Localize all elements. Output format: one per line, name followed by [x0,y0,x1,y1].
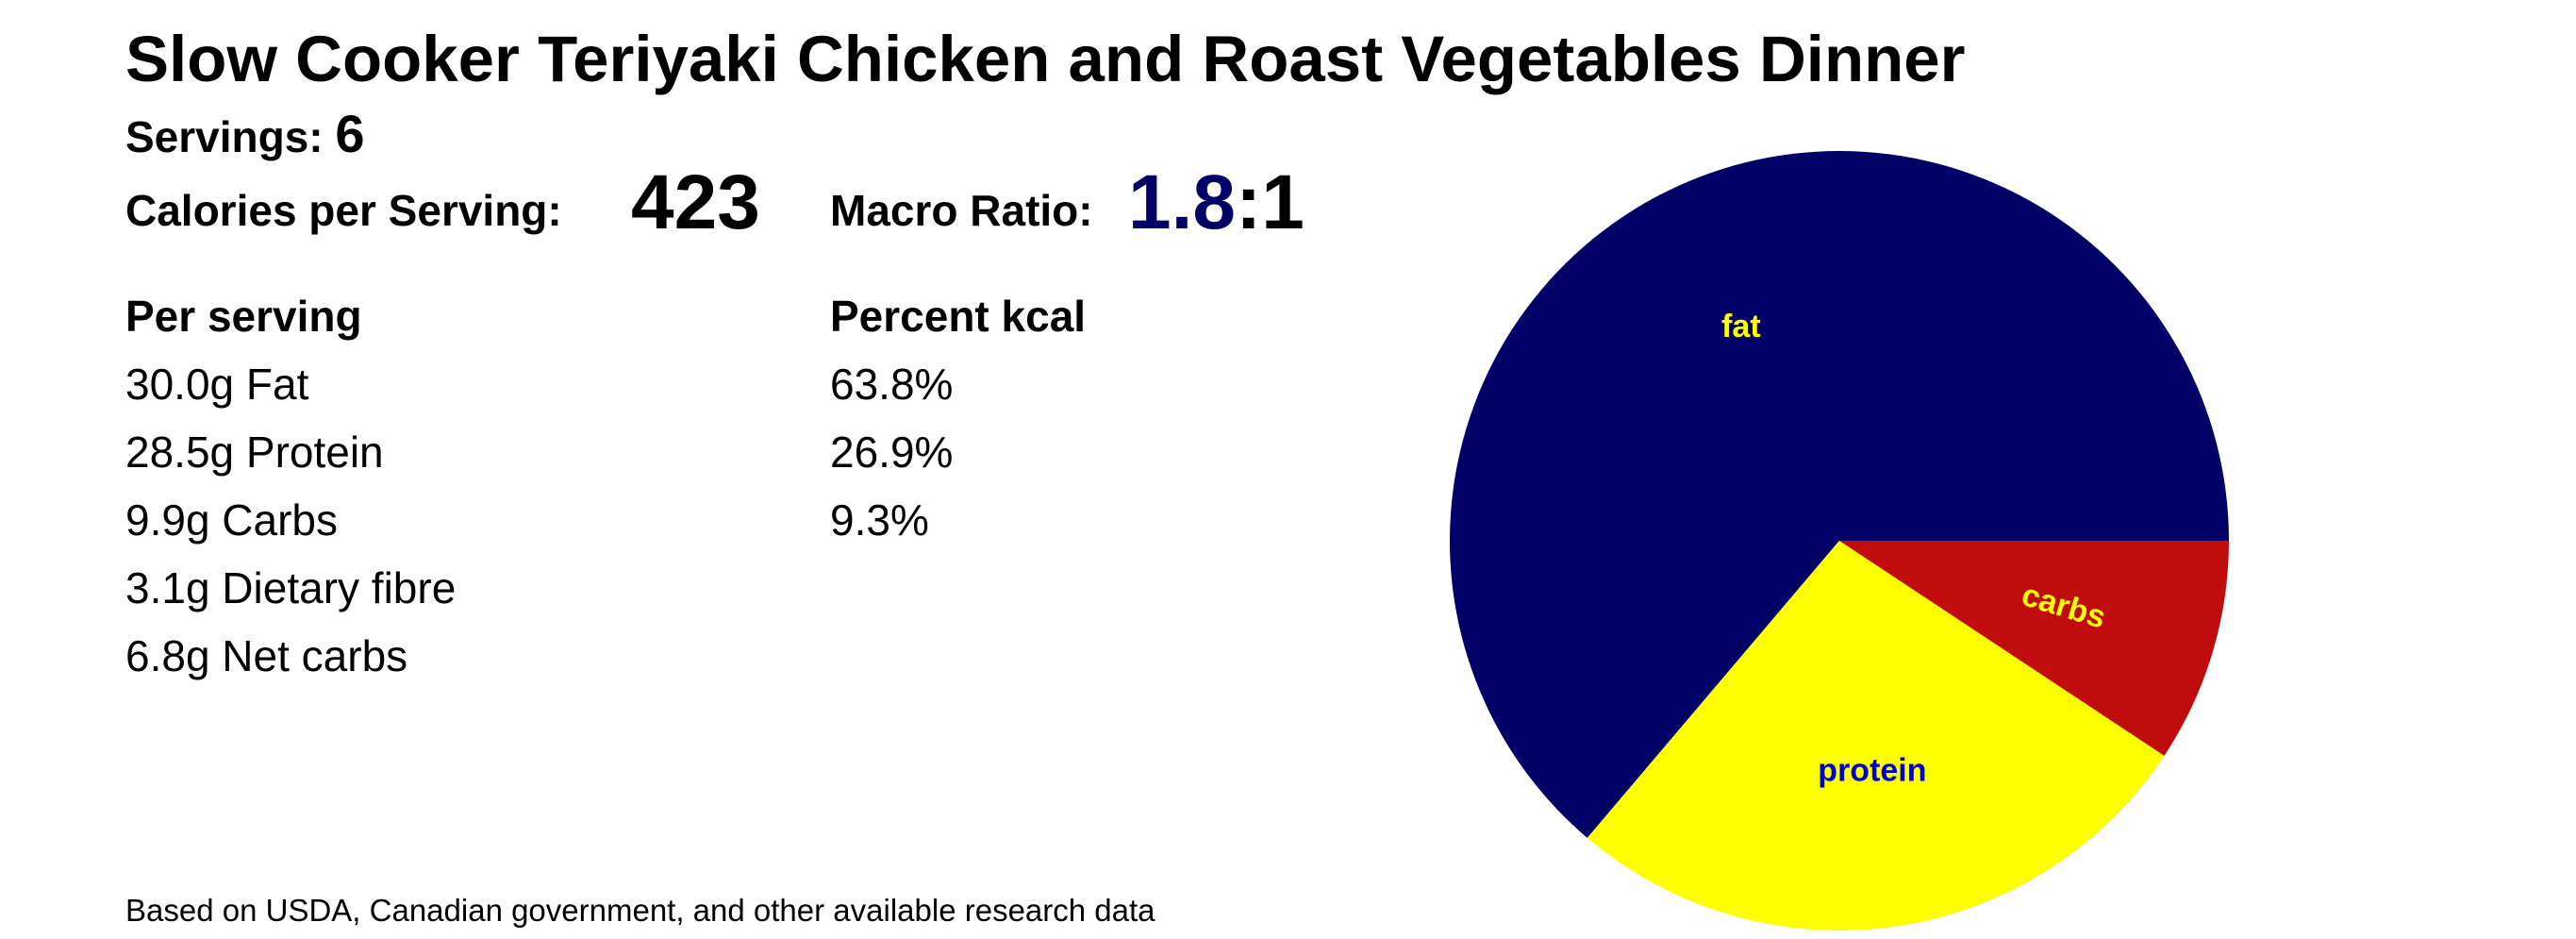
servings: Servings: 6 [125,106,365,165]
macro-ratio-label: Macro Ratio: [830,186,1093,235]
per-serving-row-net-carbs: 6.8g Net carbs [125,631,408,680]
pie-slice-protein [1587,541,2165,931]
calories-value: 423 [631,159,760,245]
pie-slice-fat [1450,151,2229,838]
servings-value: 6 [335,104,365,163]
percent-kcal-header: Percent kcal [830,292,1087,341]
page-title: Slow Cooker Teriyaki Chicken and Roast V… [125,23,1966,95]
per-serving-row-protein: 28.5g Protein [125,428,384,477]
per-serving-row-fibre: 3.1g Dietary fibre [125,563,457,612]
servings-label: Servings: [125,112,324,161]
per-serving-header: Per serving [125,292,362,341]
percent-kcal-row-carbs: 9.3% [830,495,929,545]
percent-kcal-row-protein: 26.9% [830,428,954,477]
pie-label-fat: fat [1721,309,1761,344]
calories-label: Calories per Serving: [125,186,562,235]
macro-ratio-value-group: 1.8:1 [1128,156,1305,250]
percent-kcal-column: Percent kcal 63.8% 26.9% 9.3% [830,288,1086,560]
footnote: Based on USDA, Canadian government, and … [125,893,1155,928]
per-serving-row-fat: 30.0g Fat [125,360,309,409]
macro-ratio-suffix: :1 [1236,159,1305,245]
per-serving-row-carbs: 9.9g Carbs [125,495,339,545]
pie-label-protein: protein [1818,752,1926,788]
percent-kcal-row-fat: 63.8% [830,360,954,409]
pie-slice-carbs [1839,541,2229,756]
per-serving-column: Per serving 30.0g Fat 28.5g Protein 9.9g… [125,288,456,696]
macro-ratio-value: 1.8 [1128,159,1236,245]
